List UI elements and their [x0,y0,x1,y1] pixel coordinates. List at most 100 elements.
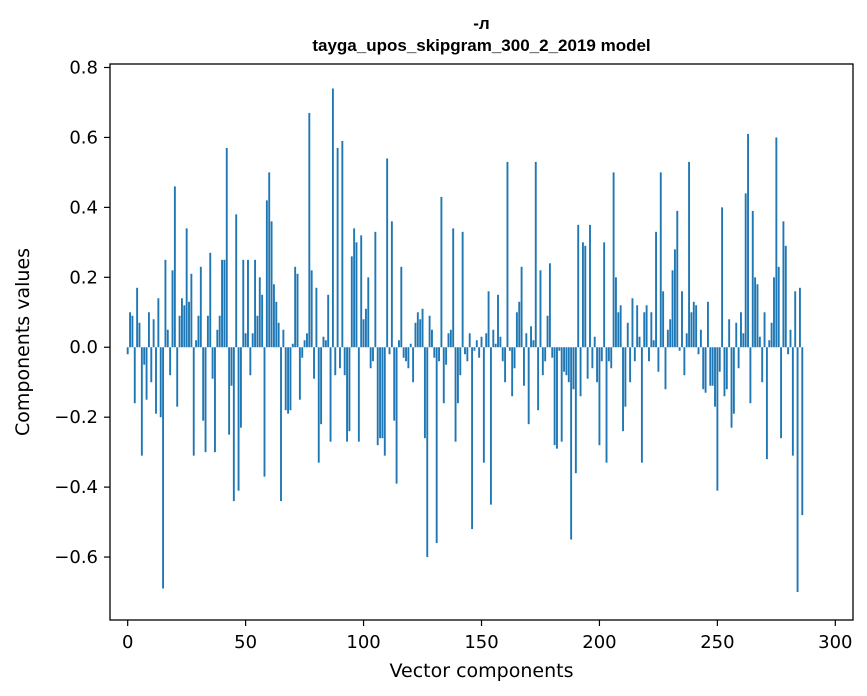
x-tick-label: 50 [234,632,257,653]
bar-component-115 [398,340,400,348]
bar-component-149 [478,347,481,358]
bar-component-261 [742,333,745,348]
bar-component-91 [341,140,344,348]
bar-component-228 [664,347,667,390]
bar-component-200 [598,347,601,446]
x-tick-label: 150 [464,632,498,653]
bar-component-212 [626,322,629,348]
bar-component-65 [280,347,282,502]
bar-component-262 [744,193,747,348]
bar-component-109 [383,347,386,456]
bar-component-72 [296,273,299,348]
bar-component-121 [412,347,415,383]
bar-component-128 [428,315,431,348]
bar-component-173 [534,161,537,348]
bar-component-141 [459,347,462,376]
bar-component-118 [405,347,407,362]
chart-subtitle: tayga_upos_skipgram_300_2_2019 model [312,36,650,55]
bar-component-232 [673,249,676,348]
bar-component-57 [261,294,264,348]
bar-component-114 [395,347,398,484]
bar-component-120 [409,343,412,348]
bar-component-136 [447,333,450,348]
bar-component-145 [468,333,471,348]
bar-component-206 [612,172,615,348]
bar-component-40 [221,259,223,348]
bar-component-280 [787,347,790,355]
bar-component-28 [192,347,195,456]
bar-component-242 [697,347,700,355]
bar-component-41 [223,259,226,348]
bar-component-76 [306,333,308,348]
bar-component-276 [777,266,780,348]
bar-component-233 [676,210,679,348]
bar-component-51 [247,259,249,348]
bar-component-183 [558,347,561,351]
bar-component-260 [740,312,742,348]
x-tick-label: 200 [582,632,616,653]
bar-component-152 [485,333,488,348]
y-tick-label: 0.6 [69,127,98,148]
bar-component-203 [605,347,608,463]
bar-component-277 [780,347,783,439]
bar-component-250 [716,347,719,491]
y-tick-label: −0.4 [54,477,98,498]
bar-component-110 [386,158,389,348]
bar-component-187 [567,347,570,383]
bar-component-283 [794,291,797,348]
bar-component-137 [449,329,452,348]
bar-component-161 [506,161,509,348]
bar-component-29 [195,340,198,348]
bar-component-220 [645,305,648,348]
bar-component-83 [322,336,325,348]
bar-component-24 [183,305,186,348]
bar-component-208 [617,312,620,348]
bar-component-231 [671,270,674,348]
bar-component-229 [666,329,669,348]
bar-component-247 [709,347,712,386]
bar-component-188 [570,347,573,540]
x-tick-label: 250 [700,632,734,653]
bar-component-271 [765,347,768,460]
bar-component-185 [563,347,565,372]
bar-component-23 [181,298,183,348]
bar-component-142 [461,231,464,348]
bar-component-139 [454,347,457,442]
bar-component-64 [277,322,280,348]
bar-component-146 [471,347,474,530]
bar-component-3 [133,347,136,404]
bar-component-88 [334,347,337,376]
bars-group [126,88,804,593]
bar-component-2 [131,315,134,348]
bar-component-166 [518,301,521,348]
bar-component-38 [216,329,219,348]
bar-component-35 [209,252,212,348]
bar-component-92 [343,347,346,376]
bar-component-68 [287,347,290,414]
bar-component-156 [494,343,497,348]
bar-component-252 [721,207,724,348]
bar-component-237 [685,333,688,348]
bar-component-6 [140,347,143,456]
bar-component-270 [763,312,766,348]
bar-component-285 [798,287,801,348]
bar-component-164 [513,347,516,369]
bar-component-47 [237,347,240,491]
bar-component-86 [329,347,332,442]
bar-component-255 [728,319,731,348]
bar-component-52 [249,347,252,376]
y-axis-ticks: −0.6 −0.4 −0.2 0.0 0.2 0.4 0.6 0.8 [54,57,110,568]
x-tick-label: 100 [346,632,380,653]
bar-component-27 [190,273,193,348]
bar-component-53 [251,333,254,348]
bar-component-207 [615,277,617,348]
bar-component-31 [199,266,202,348]
bar-component-236 [683,347,686,376]
bar-component-221 [648,347,650,362]
bar-component-214 [631,298,634,348]
bar-component-126 [423,347,426,439]
bar-component-102 [367,277,370,348]
bar-component-7 [143,347,146,365]
bar-component-17 [166,329,169,348]
bar-component-198 [593,336,596,348]
